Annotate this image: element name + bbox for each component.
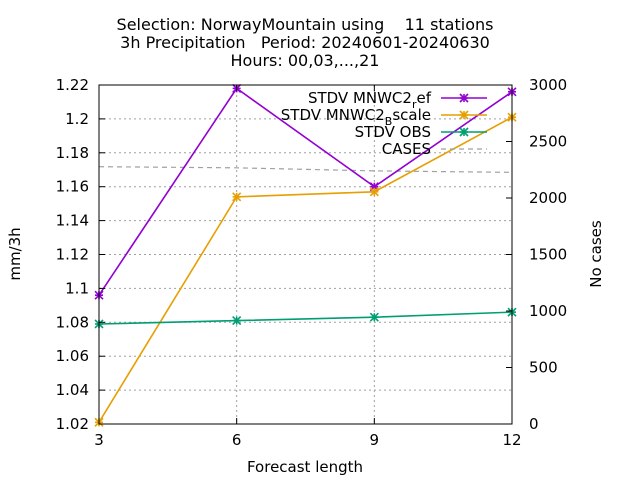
y2-tick-label: 500 xyxy=(529,359,558,377)
y-tick-label: 1.08 xyxy=(56,313,89,331)
y-tick-label: 1.04 xyxy=(56,381,89,399)
y2-tick-label: 0 xyxy=(529,415,539,433)
y-tick-label: 1.18 xyxy=(56,144,89,162)
series-layer xyxy=(94,83,517,427)
y2-axis-label: No cases xyxy=(587,220,605,288)
series-line-1 xyxy=(98,116,513,423)
y2-tick-label: 3000 xyxy=(529,76,567,94)
y-tick-label: 1.14 xyxy=(56,212,89,230)
legend-label-1: STDV MNWC2Bscale xyxy=(281,106,431,128)
y-tick-label: 1.22 xyxy=(56,76,89,94)
y2-tick-label: 2000 xyxy=(529,189,567,207)
y-axis-label: mm/3h xyxy=(6,227,24,280)
series-line-0 xyxy=(98,87,513,296)
grid xyxy=(99,85,512,424)
y2-tick-label: 1000 xyxy=(529,302,567,320)
y-tick-label: 1.02 xyxy=(56,415,89,433)
y2-tick-label: 2500 xyxy=(529,133,567,151)
title-line-3: Hours: 00,03,...,21 xyxy=(231,51,380,70)
legend-label-3: CASES xyxy=(382,140,431,158)
series-line-3 xyxy=(98,166,513,173)
title-line-2: 3h Precipitation Period: 20240601-202406… xyxy=(120,33,490,52)
x-tick-label: 6 xyxy=(232,431,242,449)
legend-marker xyxy=(459,93,469,103)
data-point xyxy=(232,192,242,202)
y-tick-label: 1.12 xyxy=(56,246,89,264)
legend-label-0: STDV MNWC2ref xyxy=(308,89,432,111)
x-axis-label: Forecast length xyxy=(247,458,363,476)
series-line-2 xyxy=(98,311,513,325)
legend-marker xyxy=(459,127,469,137)
y-tick-label: 1.2 xyxy=(65,110,89,128)
y-tick-label: 1.16 xyxy=(56,178,89,196)
tick-layer: 3 6 9 12 1.02 1.04 1.06 1.08 1.1 1.12 1.14 1.16 1.18… xyxy=(56,76,568,449)
legend-label-2: STDV OBS xyxy=(355,123,431,141)
legend-marker xyxy=(459,110,469,120)
data-point xyxy=(232,316,242,326)
data-point xyxy=(369,312,379,322)
x-tick-label: 3 xyxy=(94,431,104,449)
y2-tick-label: 1500 xyxy=(529,246,567,264)
data-point xyxy=(369,187,379,197)
chart-title: Selection: NorwayMountain using 11 stati… xyxy=(117,15,494,70)
x-tick-label: 12 xyxy=(502,431,521,449)
y-tick-label: 1.1 xyxy=(65,279,89,297)
y-tick-label: 1.06 xyxy=(56,347,89,365)
x-tick-label: 9 xyxy=(370,431,380,449)
title-line-1: Selection: NorwayMountain using 11 stati… xyxy=(117,15,494,34)
